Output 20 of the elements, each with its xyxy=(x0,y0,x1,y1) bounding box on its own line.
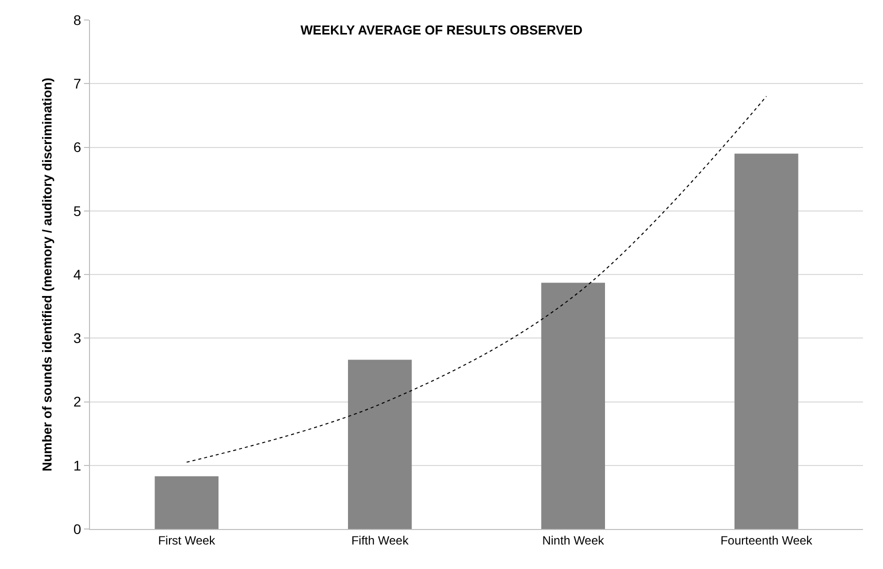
bar xyxy=(154,476,219,529)
chart-title: WEEKLY AVERAGE OF RESULTS OBSERVED xyxy=(300,22,582,38)
x-tick-label: Ninth Week xyxy=(542,533,606,548)
bar xyxy=(541,282,606,529)
y-tick-label: 3 xyxy=(73,330,82,346)
y-tick-label: 4 xyxy=(73,266,82,282)
y-tick-label: 7 xyxy=(73,76,82,92)
x-tick-label: First Week xyxy=(158,533,216,548)
y-tick-label: 5 xyxy=(73,202,82,219)
line-series xyxy=(186,96,767,463)
y-tick-label: 0 xyxy=(73,520,82,537)
y-tick-label: 6 xyxy=(73,139,82,156)
x-tick-label: Fourteenth Week xyxy=(720,533,814,548)
y-tick-label: 8 xyxy=(73,12,82,28)
bar xyxy=(734,154,798,529)
y-axis-title: Number of sounds identified (memory / auditory discrimination) xyxy=(39,78,54,472)
y-tick-label: 1 xyxy=(73,457,82,474)
y-tick-label: 2 xyxy=(73,394,82,410)
bar xyxy=(348,360,412,529)
x-tick-label: Fifth Week xyxy=(351,533,410,548)
